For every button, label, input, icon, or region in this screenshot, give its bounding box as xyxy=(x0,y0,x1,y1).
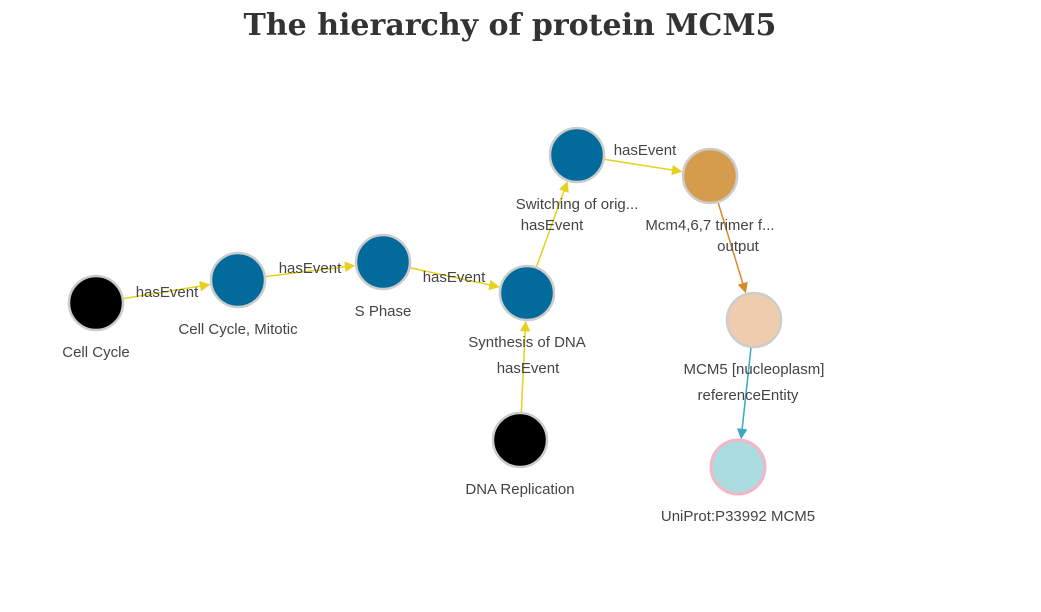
edge-line-e8 xyxy=(736,347,752,440)
node-cell-cycle-mitotic[interactable]: Cell Cycle, Mitotic xyxy=(178,251,298,338)
node-s-phase[interactable]: S Phase xyxy=(354,233,412,320)
edge-line-e1 xyxy=(123,280,211,300)
node-circle-dna-replication[interactable] xyxy=(491,411,549,469)
node-mcm5-nucleoplasm[interactable]: MCM5 [nucleoplasm] xyxy=(684,291,825,378)
nodes-layer: Cell Cycle Cell Cycle, Mitotic S Phase Synt… xyxy=(62,126,825,525)
node-switching-of-orig[interactable]: Switching of orig... xyxy=(516,126,639,213)
node-dna-replication[interactable]: DNA Replication xyxy=(465,411,575,498)
node-label-synthesis-of-dna: Synthesis of DNA xyxy=(468,334,586,351)
node-label-dna-replication: DNA Replication xyxy=(465,481,574,498)
edge-line-e4 xyxy=(535,181,569,267)
node-circle-cell-cycle[interactable] xyxy=(67,274,125,332)
edge-label-e2: hasEvent xyxy=(279,260,342,277)
node-label-switching-of-orig: Switching of orig... xyxy=(516,196,639,213)
edge-label-e4: hasEvent xyxy=(521,217,584,234)
edge-label-e8: referenceEntity xyxy=(698,387,799,404)
node-cell-cycle[interactable]: Cell Cycle xyxy=(62,274,130,361)
node-circle-uniprot-p33992[interactable] xyxy=(709,438,767,496)
edge-line-e5 xyxy=(519,320,531,413)
node-uniprot-p33992[interactable]: UniProt:P33992 MCM5 xyxy=(661,438,815,525)
edge-label-e1: hasEvent xyxy=(136,284,199,301)
node-label-mcm467-trimer: Mcm4,6,7 trimer f... xyxy=(645,217,774,234)
edge-label-e5: hasEvent xyxy=(497,360,560,377)
node-label-s-phase: S Phase xyxy=(355,303,412,320)
edge-line-e6 xyxy=(604,158,683,176)
edge-label-e7: output xyxy=(717,238,760,255)
node-synthesis-of-dna[interactable]: Synthesis of DNA xyxy=(468,264,586,351)
node-circle-mcm467-trimer[interactable] xyxy=(681,147,739,205)
node-label-uniprot-p33992: UniProt:P33992 MCM5 xyxy=(661,508,815,525)
edge-line-e2 xyxy=(265,261,356,278)
node-circle-synthesis-of-dna[interactable] xyxy=(498,264,556,322)
node-label-cell-cycle: Cell Cycle xyxy=(62,344,130,361)
node-circle-s-phase[interactable] xyxy=(354,233,412,291)
edge-label-e3: hasEvent xyxy=(423,269,486,286)
edge-line-e3 xyxy=(410,267,500,291)
node-mcm467-trimer[interactable]: Mcm4,6,7 trimer f... xyxy=(645,147,775,234)
node-label-mcm5-nucleoplasm: MCM5 [nucleoplasm] xyxy=(684,361,825,378)
edges-layer: hasEvent hasEvent hasEvent hasEvent hasEvent… xyxy=(123,142,799,440)
edge-line-e7 xyxy=(717,202,748,294)
node-circle-mcm5-nucleoplasm[interactable] xyxy=(725,291,783,349)
node-circle-cell-cycle-mitotic[interactable] xyxy=(209,251,267,309)
edge-label-e6: hasEvent xyxy=(614,142,677,159)
node-circle-switching-of-orig[interactable] xyxy=(548,126,606,184)
node-label-cell-cycle-mitotic: Cell Cycle, Mitotic xyxy=(178,321,298,338)
page-title: The hierarchy of protein MCM5 xyxy=(243,8,777,43)
